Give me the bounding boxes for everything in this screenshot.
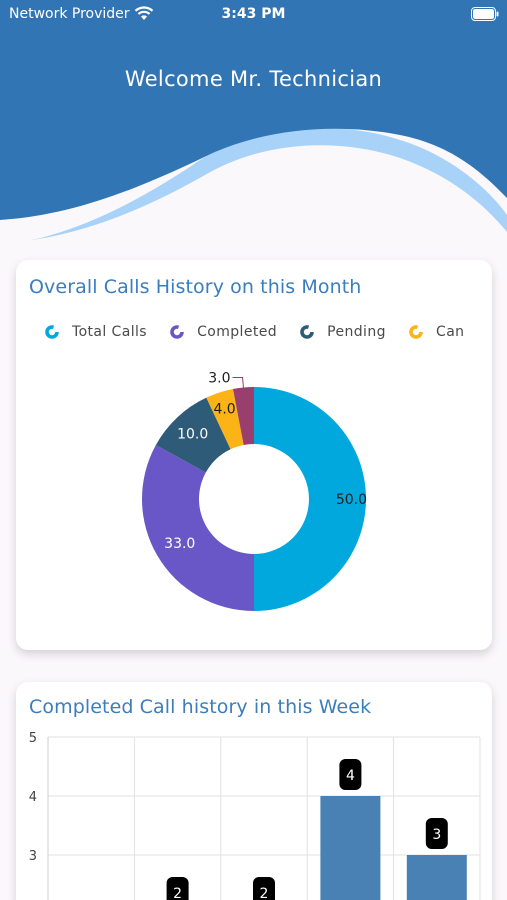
bar-value-label: 2 bbox=[173, 886, 182, 900]
slice-label: 50.0 bbox=[336, 492, 367, 508]
header bbox=[0, 0, 507, 260]
legend-item-completed[interactable]: Completed bbox=[169, 324, 277, 340]
chart-legend: Total Calls Completed Pending Can bbox=[44, 324, 472, 346]
donut-slice[interactable] bbox=[206, 388, 244, 450]
slice-label: 33.0 bbox=[164, 536, 195, 552]
legend-item-pending[interactable]: Pending bbox=[299, 324, 386, 340]
donut-slice[interactable] bbox=[233, 387, 254, 445]
status-bar: Network Provider 3:43 PM bbox=[0, 0, 507, 30]
connector-line bbox=[232, 377, 244, 388]
donut-chart: 50.0 33.0 10.0 4.0 3.0 bbox=[142, 371, 367, 611]
donut-slice[interactable] bbox=[155, 397, 231, 473]
bar[interactable] bbox=[320, 796, 381, 900]
slice-label: 3.0 bbox=[208, 371, 230, 387]
donut-legend-icon bbox=[409, 325, 423, 339]
y-tick-label: 4 bbox=[29, 790, 37, 805]
value-badge bbox=[253, 877, 275, 900]
bar-value-label: 3 bbox=[432, 827, 441, 843]
bar-value-label: 2 bbox=[260, 886, 269, 900]
legend-label: Completed bbox=[197, 324, 278, 340]
wifi-icon bbox=[134, 5, 154, 25]
y-tick-label: 5 bbox=[29, 731, 37, 746]
donut-legend-icon bbox=[45, 325, 59, 339]
bar-value-label: 4 bbox=[346, 768, 355, 784]
legend-item-cancelled[interactable]: Can bbox=[408, 324, 464, 340]
legend-item-total-calls[interactable]: Total Calls bbox=[44, 324, 147, 340]
clock: 3:43 PM bbox=[221, 6, 286, 22]
network-provider-label: Network Provider bbox=[9, 6, 130, 22]
legend-label: Total Calls bbox=[72, 324, 147, 340]
monthly-calls-title: Overall Calls History on this Month bbox=[29, 276, 362, 298]
donut-slice[interactable] bbox=[254, 387, 366, 611]
donut-slice[interactable] bbox=[142, 445, 254, 611]
weekly-calls-title: Completed Call history in this Week bbox=[29, 696, 372, 718]
legend-label: Can bbox=[436, 324, 465, 340]
battery-icon bbox=[471, 7, 499, 25]
donut-legend-icon bbox=[170, 325, 184, 339]
donut-legend-icon bbox=[300, 325, 314, 339]
monthly-calls-card: Overall Calls History on this Month Tota… bbox=[16, 260, 492, 650]
slice-label: 4.0 bbox=[213, 401, 235, 417]
welcome-title: Welcome Mr. Technician bbox=[124, 67, 383, 91]
value-badge bbox=[339, 759, 362, 790]
header-wave bbox=[0, 0, 507, 260]
legend-label: Pending bbox=[327, 324, 386, 340]
bar[interactable] bbox=[406, 855, 467, 900]
value-badge bbox=[166, 877, 189, 900]
slice-label: 10.0 bbox=[177, 427, 208, 443]
weekly-calls-card: Completed Call history in this Week 3 4 5 2… bbox=[16, 682, 492, 900]
value-badge bbox=[425, 818, 448, 849]
y-tick-label: 3 bbox=[29, 849, 37, 864]
bar-chart: 3 4 5 2 2 4 3 bbox=[29, 731, 481, 900]
